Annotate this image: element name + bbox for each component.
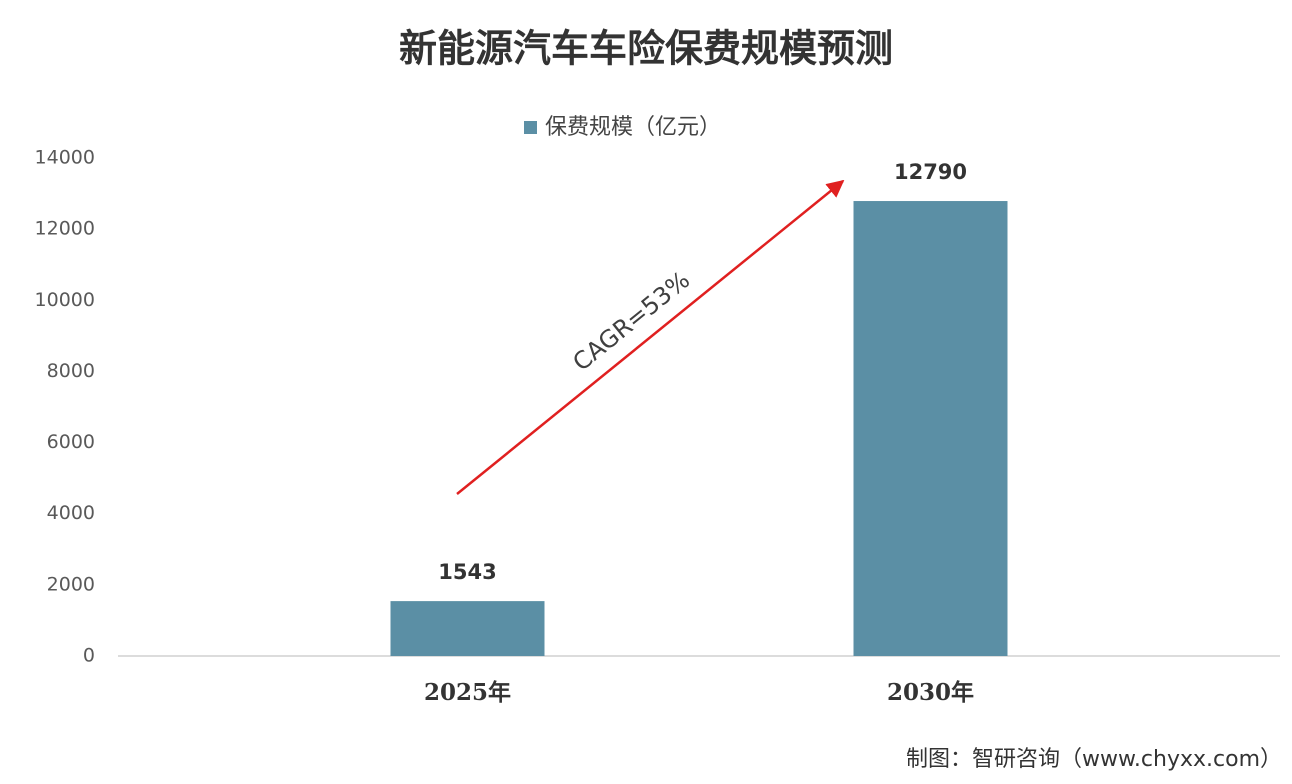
legend-swatch <box>524 121 537 134</box>
chart-title: 新能源汽车车险保费规模预测 <box>399 26 893 71</box>
y-tick-label: 14000 <box>35 147 95 169</box>
source: 制图：智研咨询（www.chyxx.com） <box>906 747 1282 772</box>
x-tick-label: 2030年 <box>887 679 974 706</box>
y-tick-label: 2000 <box>47 573 95 595</box>
value-label: 1543 <box>438 560 496 584</box>
legend-label: 保费规模（亿元） <box>545 115 721 140</box>
y-tick-label: 12000 <box>35 218 95 240</box>
y-tick-label: 0 <box>83 645 95 667</box>
y-tick-label: 10000 <box>35 289 95 311</box>
bar <box>390 601 545 656</box>
bar <box>853 201 1008 656</box>
cagr-arrow <box>456 179 845 495</box>
value-label: 12790 <box>894 160 967 184</box>
y-tick-label: 6000 <box>47 431 95 453</box>
y-tick-label: 8000 <box>47 360 95 382</box>
annotation: CAGR=53% <box>568 266 696 377</box>
y-tick-label: 4000 <box>47 502 95 524</box>
x-tick-label: 2025年 <box>424 679 511 706</box>
